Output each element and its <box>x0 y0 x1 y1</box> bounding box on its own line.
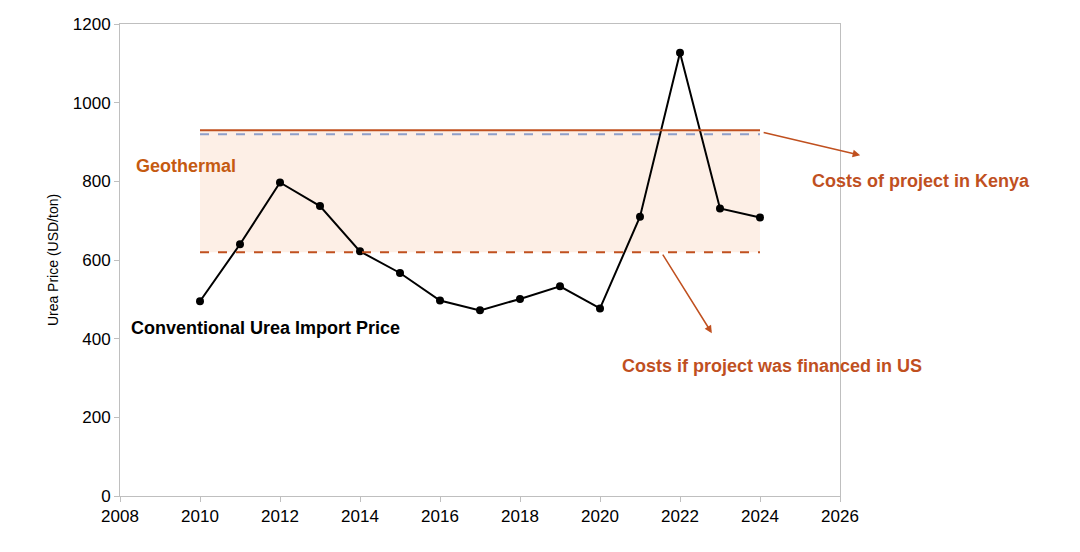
svg-text:1200: 1200 <box>73 15 111 34</box>
svg-text:600: 600 <box>82 251 110 270</box>
svg-text:2024: 2024 <box>741 507 779 526</box>
svg-text:2008: 2008 <box>101 507 139 526</box>
svg-text:2026: 2026 <box>821 507 859 526</box>
svg-text:200: 200 <box>82 408 110 427</box>
svg-text:Urea Price (USD/ton): Urea Price (USD/ton) <box>45 194 61 326</box>
svg-text:2020: 2020 <box>581 507 619 526</box>
svg-text:Costs if project was financed: Costs if project was financed in US <box>622 356 922 376</box>
svg-text:2010: 2010 <box>181 507 219 526</box>
svg-text:0: 0 <box>101 487 110 506</box>
svg-text:2016: 2016 <box>421 507 459 526</box>
svg-text:400: 400 <box>82 330 110 349</box>
svg-text:2022: 2022 <box>661 507 699 526</box>
svg-text:Costs of project in Kenya: Costs of project in Kenya <box>812 171 1030 191</box>
svg-text:800: 800 <box>82 172 110 191</box>
svg-text:2018: 2018 <box>501 507 539 526</box>
svg-text:Geothermal: Geothermal <box>136 156 236 176</box>
svg-text:1000: 1000 <box>73 94 111 113</box>
svg-text:2012: 2012 <box>261 507 299 526</box>
svg-text:2014: 2014 <box>341 507 379 526</box>
svg-text:Conventional Urea Import Price: Conventional Urea Import Price <box>131 318 400 338</box>
